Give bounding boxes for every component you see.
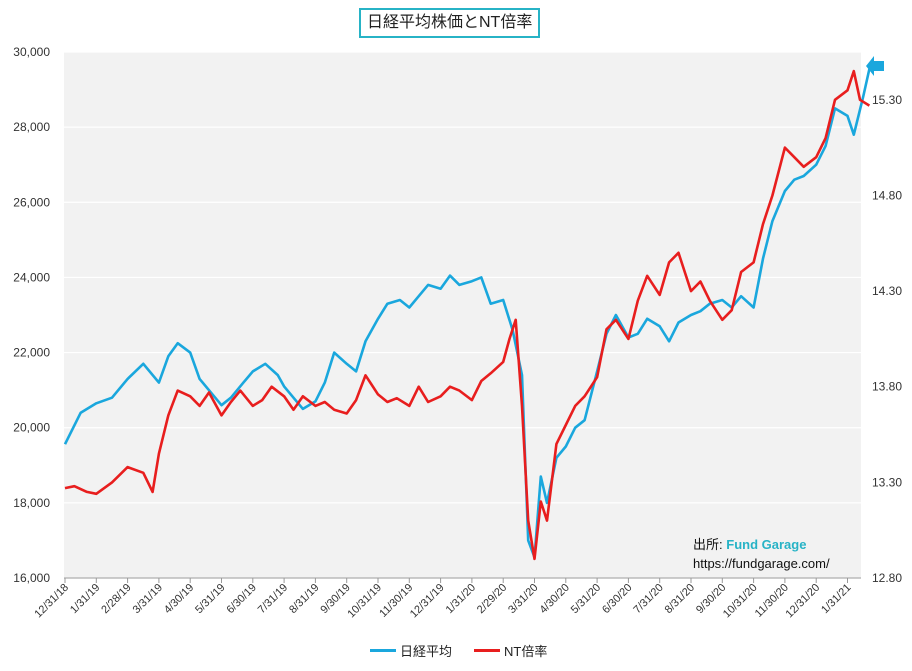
x-tick-label: 5/31/19 xyxy=(193,582,227,616)
y-left-tick-label: 22,000 xyxy=(13,346,50,360)
source-name: Fund Garage xyxy=(726,537,807,552)
left-axis-ticks: 16,000 18,000 20,000 22,000 24,000 26,000 28,0… xyxy=(13,45,50,585)
legend-item-nt-ratio[interactable]: NT倍率 xyxy=(474,641,547,660)
legend-item-nikkei[interactable]: 日経平均 xyxy=(370,641,452,660)
legend-label-nikkei: 日経平均 xyxy=(400,644,453,659)
source-credit: 出所: Fund Garage https://fundgarage.com/ xyxy=(693,535,830,573)
legend-swatch-nikkei xyxy=(370,649,396,652)
x-tick-label: 12/31/19 xyxy=(408,582,447,621)
x-tick-label: 6/30/20 xyxy=(600,582,634,616)
legend-label-nt-ratio: NT倍率 xyxy=(504,644,548,659)
y-right-tick-label: 12.80 xyxy=(872,571,902,585)
x-tick-label: 1/31/21 xyxy=(819,582,853,616)
x-tick-label: 4/30/20 xyxy=(537,582,571,616)
x-tick-label: 3/31/19 xyxy=(131,582,165,616)
x-tick-label: 7/31/20 xyxy=(631,582,665,616)
y-right-tick-label: 14.80 xyxy=(872,188,902,202)
x-tick-label: 3/31/20 xyxy=(506,582,540,616)
y-left-tick-label: 26,000 xyxy=(13,195,50,209)
x-tick-label: 4/30/19 xyxy=(162,582,196,616)
x-tick-label: 2/28/19 xyxy=(99,582,133,616)
legend: 日経平均 NT倍率 xyxy=(370,641,569,660)
y-right-tick-label: 15.30 xyxy=(872,93,902,107)
x-tick-label: 10/31/20 xyxy=(721,582,760,621)
source-label: 出所: xyxy=(693,537,723,552)
x-tick-label: 8/31/20 xyxy=(663,582,697,616)
arrow-left-icon xyxy=(866,56,884,76)
y-right-tick-label: 13.30 xyxy=(872,475,902,489)
x-axis-ticks: 12/31/181/31/192/28/193/31/194/30/195/31… xyxy=(32,578,854,621)
series-layer xyxy=(63,68,871,561)
x-tick-label: 7/31/19 xyxy=(256,582,290,616)
x-tick-label: 10/31/19 xyxy=(345,582,384,621)
y-left-tick-label: 30,000 xyxy=(13,45,50,59)
x-tick-label: 1/31/19 xyxy=(68,582,102,616)
series-line-nt-ratio xyxy=(64,69,871,561)
x-tick-label: 1/31/20 xyxy=(444,582,478,616)
plot-area xyxy=(64,52,861,578)
chart-title: 日経平均株価とNT倍率 xyxy=(359,8,541,38)
legend-swatch-nt-ratio xyxy=(474,649,501,652)
y-right-tick-label: 14.30 xyxy=(872,284,902,298)
x-tick-label: 8/31/19 xyxy=(287,582,321,616)
x-tick-label: 5/31/20 xyxy=(569,582,603,616)
y-left-tick-label: 16,000 xyxy=(13,571,50,585)
y-left-tick-label: 24,000 xyxy=(13,270,50,284)
series-line-nikkei xyxy=(63,68,871,559)
y-left-tick-label: 20,000 xyxy=(13,421,50,435)
y-left-tick-label: 18,000 xyxy=(13,496,50,510)
y-left-tick-label: 28,000 xyxy=(13,120,50,134)
x-tick-label: 6/30/19 xyxy=(224,582,258,616)
right-axis-ticks: 12.80 13.30 13.80 14.30 14.80 15.30 xyxy=(872,93,902,585)
x-tick-label: 12/31/20 xyxy=(784,582,823,621)
source-url[interactable]: https://fundgarage.com/ xyxy=(693,556,830,571)
x-tick-label: 12/31/18 xyxy=(32,582,71,621)
x-tick-label: 2/29/20 xyxy=(475,582,509,616)
y-right-tick-label: 13.80 xyxy=(872,380,902,394)
